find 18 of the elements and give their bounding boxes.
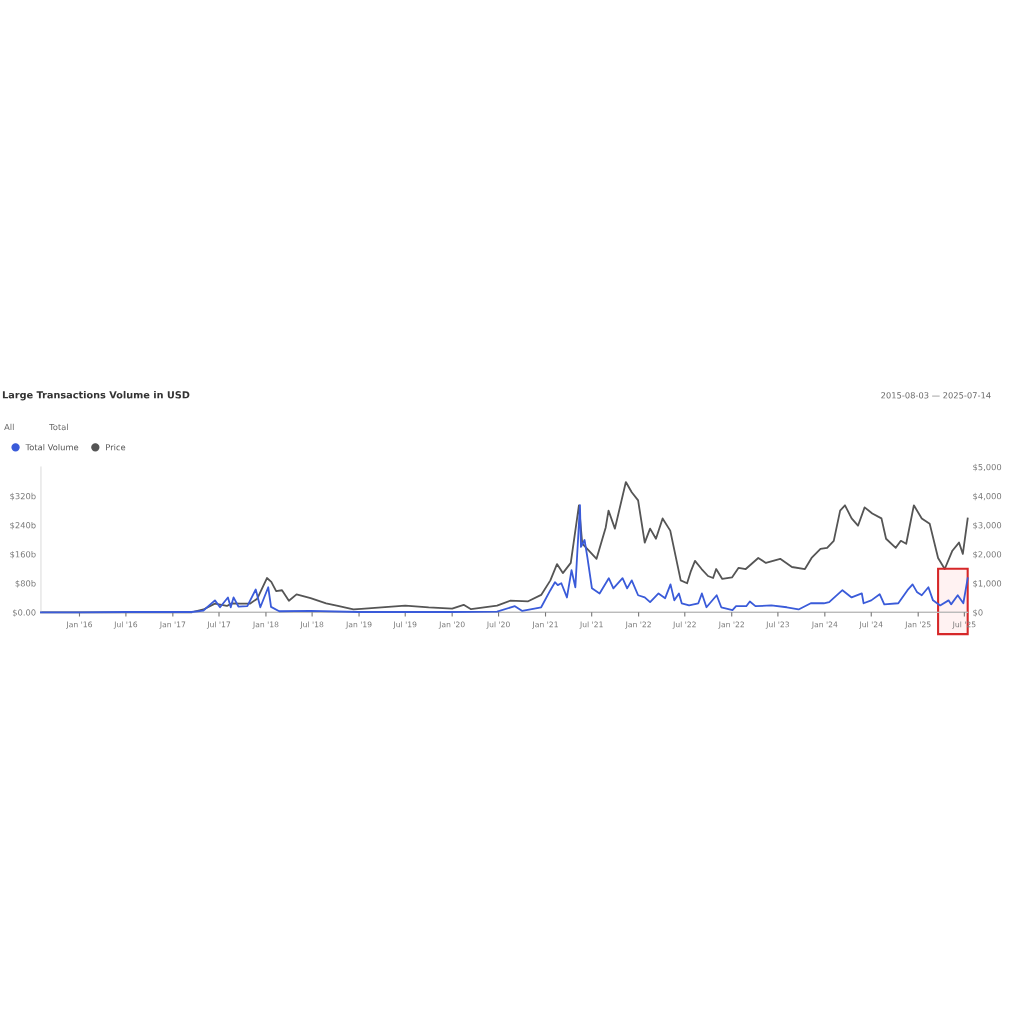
text: All xyxy=(4,423,14,431)
chart-title: Large Transactions Volume in USD xyxy=(2,390,190,401)
text: 2015-08-03 — 2025-07-14 xyxy=(881,392,991,399)
y-tick-label: $160b xyxy=(10,551,36,559)
y2-tick-label: $5,000 xyxy=(973,463,1002,472)
y-tick-label: $320b xyxy=(10,492,36,501)
legend-label: Total Volume xyxy=(25,443,79,451)
y-tick-label: $240b xyxy=(10,521,36,530)
y-tick-label: $80b xyxy=(15,580,36,588)
line-series xyxy=(40,504,969,614)
y-tick-label: $0.00 xyxy=(12,609,36,617)
text: Total xyxy=(49,423,68,431)
y2-tick-label: $3,000 xyxy=(973,521,1002,530)
y2-tick-label: $1,000 xyxy=(973,580,1002,588)
legend-label: Price xyxy=(106,443,126,451)
y2-tick-label: $2,000 xyxy=(973,551,1002,559)
y2-tick-label: $4,000 xyxy=(973,492,1002,501)
y2-tick-label: $0 xyxy=(973,609,983,617)
